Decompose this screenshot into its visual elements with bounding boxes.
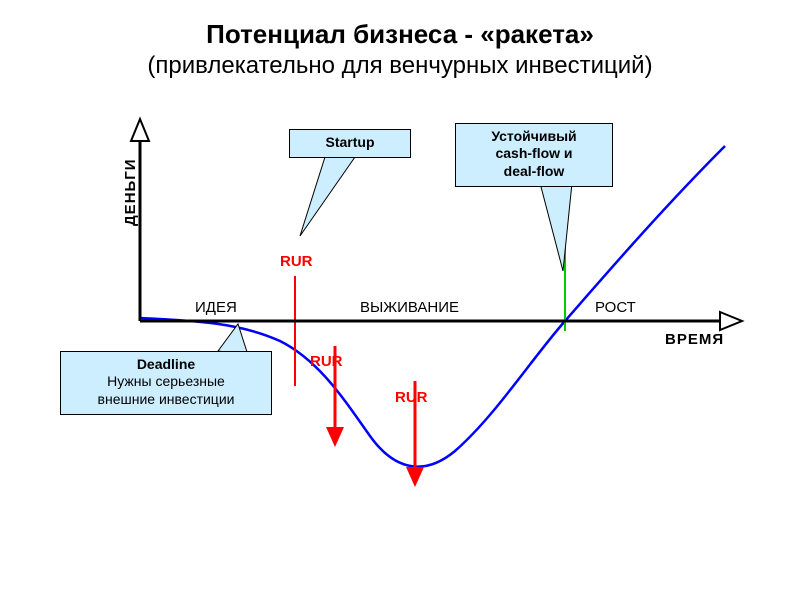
- callout-cashflow-line1: Устойчивый: [491, 128, 576, 144]
- stage-label-growth: РОСТ: [595, 299, 636, 316]
- rur-label-1: RUR: [310, 353, 343, 370]
- diagram-area: ДЕНЬГИ ВРЕМЯ ИДЕЯ ВЫЖИВАНИЕ РОСТ RUR RUR…: [0, 81, 800, 561]
- x-axis-label: ВРЕМЯ: [665, 331, 724, 348]
- title-line-1: Потенциал бизнеса - «ракета»: [0, 18, 800, 51]
- callout-deadline: Deadline Нужны серьезные внешние инвести…: [60, 351, 272, 416]
- callout-deadline-line3: внешние инвестиции: [98, 391, 235, 407]
- y-axis-label: ДЕНЬГИ: [122, 158, 139, 226]
- callout-deadline-line1: Deadline: [137, 356, 195, 372]
- callout-cashflow: Устойчивый cash-flow и deal-flow: [455, 123, 613, 188]
- chart-title: Потенциал бизнеса - «ракета» (привлекате…: [0, 0, 800, 81]
- y-axis-arrowhead: [131, 119, 149, 141]
- title-line-2: (привлекательно для венчурных инвестиций…: [0, 51, 800, 81]
- stage-label-idea: ИДЕЯ: [195, 299, 237, 316]
- rur-label-0: RUR: [280, 253, 313, 270]
- callout-cashflow-line2: cash-flow и: [495, 145, 572, 161]
- callout-pointer-cashflow: [540, 183, 572, 271]
- stage-label-survival: ВЫЖИВАНИЕ: [360, 299, 459, 316]
- callout-pointer-startup: [300, 157, 355, 236]
- callout-startup-text: Startup: [326, 134, 375, 150]
- callout-cashflow-line3: deal-flow: [504, 163, 565, 179]
- callout-startup: Startup: [289, 129, 411, 159]
- x-axis-arrowhead: [720, 312, 742, 330]
- rur-label-2: RUR: [395, 389, 428, 406]
- callout-deadline-line2: Нужны серьезные: [107, 373, 225, 389]
